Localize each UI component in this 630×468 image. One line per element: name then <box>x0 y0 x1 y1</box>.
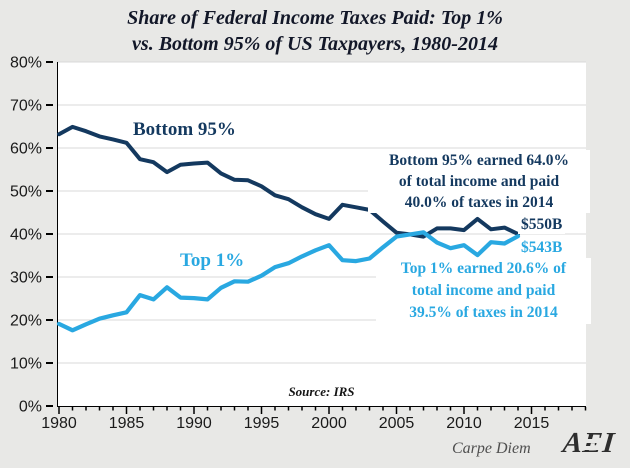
aei-logo: AEI <box>561 427 629 461</box>
x-tick-label: 2015 <box>514 415 550 432</box>
y-tick-label: 50% <box>10 184 42 201</box>
x-tick-label: 1980 <box>41 415 77 432</box>
x-tick-label: 1990 <box>176 415 212 432</box>
aei-logo-stripe <box>584 439 604 443</box>
chart-title-line1: Share of Federal Income Taxes Paid: Top … <box>127 7 503 29</box>
aei-logo-stripe <box>583 446 603 450</box>
y-tick-label: 20% <box>10 313 42 330</box>
annotation-top1: Top 1% earned 20.6% of total income and … <box>376 258 591 324</box>
footer-brand: Carpe Diem <box>452 440 531 457</box>
annotation-bottom95: Bottom 95% earned 64.0% of total income … <box>368 150 590 213</box>
y-tick-label: 30% <box>10 270 42 287</box>
series-label-top1: Top 1% <box>180 250 245 271</box>
y-tick-label: 40% <box>10 227 42 244</box>
chart-title: Share of Federal Income Taxes Paid: Top … <box>0 5 630 57</box>
source-note: Source: IRS <box>288 384 355 399</box>
x-tick-label: 2000 <box>311 415 347 432</box>
x-tick-label: 2005 <box>379 415 415 432</box>
y-tick-label: 0% <box>19 399 42 416</box>
annotation-bottom95-line1: Bottom 95% earned 64.0% <box>389 152 569 169</box>
y-tick-label: 10% <box>10 356 42 373</box>
chart-title-line2: vs. Bottom 95% of US Taxpayers, 1980-201… <box>132 33 498 55</box>
annotation-bottom95-line3: 40.0% of taxes in 2014 <box>404 194 554 211</box>
x-tick-label: 2010 <box>446 415 482 432</box>
aei-logo-text: AEI <box>561 427 617 459</box>
annotation-top1-line1: Top 1% earned 20.6% of <box>400 260 567 277</box>
annotation-top1-line3: 39.5% of taxes in 2014 <box>409 304 558 321</box>
series-line-bottom95 <box>57 124 520 239</box>
y-tick-label: 70% <box>10 98 42 115</box>
x-tick-label: 1985 <box>109 415 145 432</box>
series-line-top1 <box>56 230 521 333</box>
y-tick-label: 80% <box>10 55 42 72</box>
series-label-bottom95: Bottom 95% <box>133 119 236 140</box>
annotation-bottom95-line2: of total income and paid <box>398 173 560 190</box>
end-value-top1: $543B <box>518 239 566 257</box>
x-tick-label: 1995 <box>244 415 280 432</box>
end-value-bottom95: $550B <box>518 216 566 234</box>
y-tick-label: 60% <box>10 141 42 158</box>
annotation-top1-line2: total income and paid <box>411 282 556 299</box>
